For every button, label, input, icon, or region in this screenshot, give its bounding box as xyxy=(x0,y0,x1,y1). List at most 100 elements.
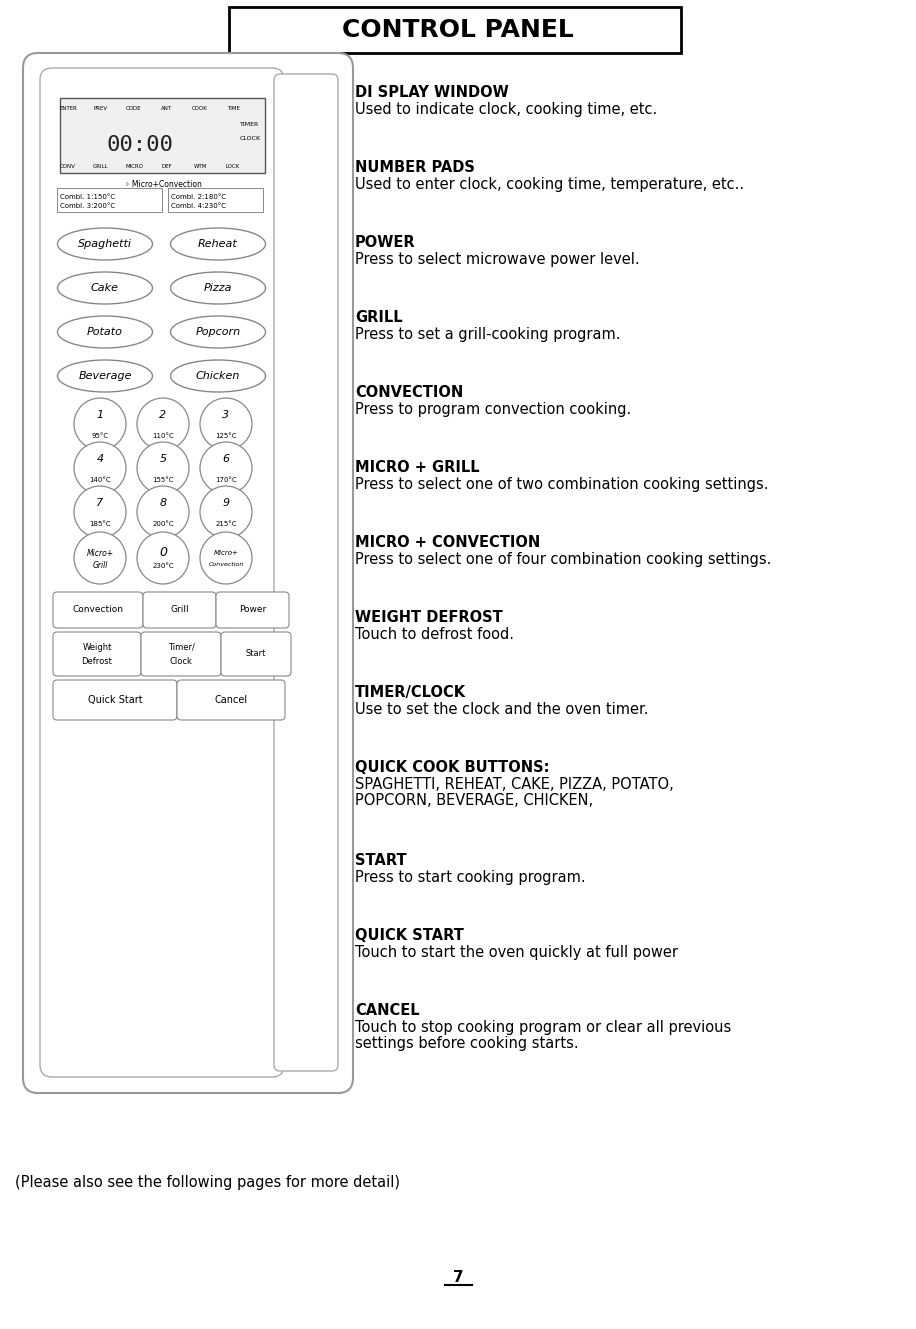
Ellipse shape xyxy=(170,272,266,304)
Text: MICRO: MICRO xyxy=(125,163,143,169)
Text: CODE: CODE xyxy=(126,106,142,112)
Text: WEIGHT DEFROST: WEIGHT DEFROST xyxy=(355,610,503,625)
Text: 0: 0 xyxy=(159,546,167,560)
Text: TIMER: TIMER xyxy=(240,122,259,128)
FancyBboxPatch shape xyxy=(229,7,681,53)
Text: LOCK: LOCK xyxy=(226,163,240,169)
Text: Grill: Grill xyxy=(170,606,189,614)
Text: Popcorn: Popcorn xyxy=(195,327,241,338)
FancyBboxPatch shape xyxy=(40,68,284,1076)
Text: Touch to start the oven quickly at full power: Touch to start the oven quickly at full … xyxy=(355,945,678,960)
Text: Beverage: Beverage xyxy=(78,371,132,381)
Text: DEF: DEF xyxy=(161,163,172,169)
Text: 125°C: 125°C xyxy=(215,433,236,439)
Circle shape xyxy=(74,443,126,494)
Text: Used to enter clock, cooking time, temperature, etc..: Used to enter clock, cooking time, tempe… xyxy=(355,177,744,191)
Text: 230°C: 230°C xyxy=(152,563,174,569)
Circle shape xyxy=(200,486,252,538)
Text: Press to program convection cooking.: Press to program convection cooking. xyxy=(355,401,631,417)
Text: MICRO + GRILL: MICRO + GRILL xyxy=(355,460,480,474)
Text: Quick Start: Quick Start xyxy=(88,695,142,704)
Circle shape xyxy=(74,486,126,538)
Text: Spaghetti: Spaghetti xyxy=(78,239,132,249)
Text: Defrost: Defrost xyxy=(82,657,113,666)
Text: 4: 4 xyxy=(96,455,104,464)
Text: Weight: Weight xyxy=(82,642,112,651)
Text: Reheat: Reheat xyxy=(198,239,238,249)
FancyBboxPatch shape xyxy=(177,680,285,720)
Ellipse shape xyxy=(58,316,152,348)
Text: CONV: CONV xyxy=(60,163,76,169)
FancyBboxPatch shape xyxy=(221,633,291,676)
Bar xyxy=(168,187,263,213)
Text: Used to indicate clock, cooking time, etc.: Used to indicate clock, cooking time, et… xyxy=(355,102,658,117)
Text: 140°C: 140°C xyxy=(89,477,111,482)
FancyBboxPatch shape xyxy=(53,680,177,720)
Ellipse shape xyxy=(170,229,266,260)
Text: Press to start cooking program.: Press to start cooking program. xyxy=(355,870,585,885)
Bar xyxy=(60,98,265,173)
Circle shape xyxy=(137,486,189,538)
Text: POPCORN, BEVERAGE, CHICKEN,: POPCORN, BEVERAGE, CHICKEN, xyxy=(355,793,594,808)
Text: CONVECTION: CONVECTION xyxy=(355,385,463,400)
Circle shape xyxy=(200,443,252,494)
Ellipse shape xyxy=(58,272,152,304)
Text: POWER: POWER xyxy=(355,235,416,250)
FancyBboxPatch shape xyxy=(23,53,353,1092)
Text: ◦ Micro+Convection: ◦ Micro+Convection xyxy=(125,179,202,189)
Text: 110°C: 110°C xyxy=(152,433,174,439)
Circle shape xyxy=(200,397,252,451)
Text: Micro+: Micro+ xyxy=(213,550,238,556)
Text: 00:00: 00:00 xyxy=(106,136,173,155)
Text: Press to select one of two combination cooking settings.: Press to select one of two combination c… xyxy=(355,477,769,492)
Ellipse shape xyxy=(170,316,266,348)
Text: Cancel: Cancel xyxy=(214,695,247,704)
Text: Power: Power xyxy=(239,606,267,614)
FancyBboxPatch shape xyxy=(53,633,141,676)
Bar xyxy=(57,187,162,213)
Text: QUICK COOK BUTTONS:: QUICK COOK BUTTONS: xyxy=(355,760,550,775)
Text: Micro+: Micro+ xyxy=(86,549,114,557)
Text: 7: 7 xyxy=(453,1271,463,1285)
Text: Pizza: Pizza xyxy=(203,283,233,292)
Text: ANT: ANT xyxy=(161,106,172,112)
Text: Use to set the clock and the oven timer.: Use to set the clock and the oven timer. xyxy=(355,702,649,718)
Ellipse shape xyxy=(170,360,266,392)
Text: (Please also see the following pages for more detail): (Please also see the following pages for… xyxy=(15,1175,400,1189)
Text: GRILL: GRILL xyxy=(355,310,403,326)
Text: Potato: Potato xyxy=(87,327,123,338)
Text: Press to set a grill-cooking program.: Press to set a grill-cooking program. xyxy=(355,327,620,342)
Text: CLOCK: CLOCK xyxy=(239,136,260,141)
Text: START: START xyxy=(355,853,407,868)
Text: Cake: Cake xyxy=(91,283,119,292)
Text: Combl. 3:200°C: Combl. 3:200°C xyxy=(60,203,115,209)
Text: PREV: PREV xyxy=(94,106,108,112)
Text: GRILL: GRILL xyxy=(93,163,109,169)
FancyBboxPatch shape xyxy=(274,74,338,1071)
Text: Press to select microwave power level.: Press to select microwave power level. xyxy=(355,253,639,267)
Circle shape xyxy=(137,443,189,494)
Text: 185°C: 185°C xyxy=(89,521,111,526)
Text: 1: 1 xyxy=(96,409,104,420)
Text: TIMER/CLOCK: TIMER/CLOCK xyxy=(355,684,466,700)
Text: Start: Start xyxy=(245,650,267,658)
Text: Combl. 1:150°C: Combl. 1:150°C xyxy=(60,194,115,199)
Text: QUICK START: QUICK START xyxy=(355,928,463,944)
Text: ENTER: ENTER xyxy=(59,106,77,112)
Text: WTM: WTM xyxy=(193,163,207,169)
Text: 7: 7 xyxy=(96,498,104,508)
Text: 2: 2 xyxy=(159,409,167,420)
Text: Touch to defrost food.: Touch to defrost food. xyxy=(355,627,514,642)
Text: Touch to stop cooking program or clear all previous: Touch to stop cooking program or clear a… xyxy=(355,1019,731,1035)
Circle shape xyxy=(137,532,189,583)
Ellipse shape xyxy=(58,229,152,260)
Text: Convection: Convection xyxy=(72,606,124,614)
Text: MICRO + CONVECTION: MICRO + CONVECTION xyxy=(355,536,540,550)
FancyBboxPatch shape xyxy=(216,591,289,629)
Circle shape xyxy=(74,532,126,583)
Text: 5: 5 xyxy=(159,455,167,464)
Text: 155°C: 155°C xyxy=(152,477,174,482)
Ellipse shape xyxy=(58,360,152,392)
Text: Timer/: Timer/ xyxy=(168,642,194,651)
Text: SPAGHETTI, REHEAT, CAKE, PIZZA, POTATO,: SPAGHETTI, REHEAT, CAKE, PIZZA, POTATO, xyxy=(355,777,674,792)
